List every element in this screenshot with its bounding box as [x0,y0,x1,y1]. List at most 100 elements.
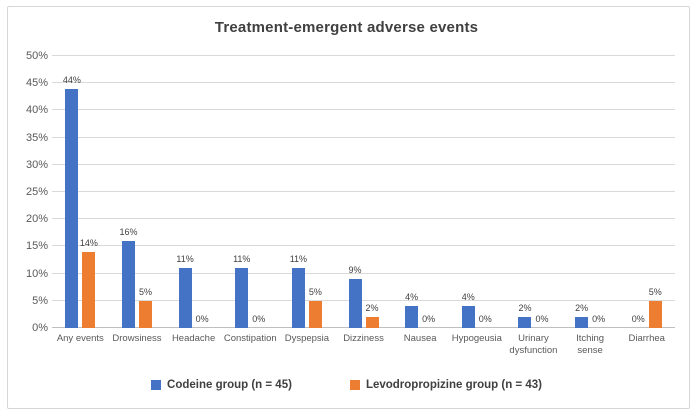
bar-cell: 0% [592,56,605,328]
bar-cell: 5% [648,56,662,328]
bar-cell: 5% [308,56,322,328]
legend-item: Levodropropizine group (n = 43) [349,378,542,391]
bar-group: 11% 0% [165,56,222,328]
bar-group: 0% 5% [618,56,675,328]
data-label: 11% [176,254,194,265]
gridline [52,272,675,274]
bar-cell: 0% [422,56,435,328]
bar [82,251,96,328]
data-label: 2% [575,303,589,314]
data-label: 5% [648,286,662,297]
bar [291,268,305,328]
category-label: Headache [171,333,216,344]
gridline [52,245,675,247]
data-label: 0% [592,314,606,325]
y-tick-label: 20% [25,213,48,226]
bar [405,306,419,328]
bar-group: 11% 0% [222,56,279,328]
category-label: Dyspepsia [284,333,330,344]
category-label: Hypogeusia [451,333,502,344]
bar-cell: 4% [405,56,418,328]
data-label: 16% [119,227,138,238]
x-axis-labels: Any events Drowsiness Headache Constipation… [52,333,675,357]
bar-group: 16% 5% [109,56,166,328]
bar-group: 4% 0% [448,56,505,328]
data-label: 9% [348,265,362,276]
bar-cell: 0% [632,56,645,328]
data-label: 0% [195,314,209,325]
bar-cell: 9% [348,56,362,328]
category-label: Urinary dysfunction [509,333,558,356]
gridline [52,109,675,111]
bar-group: 2% 0% [562,56,619,328]
legend-label: Levodropropizine group (n = 43) [365,378,542,391]
bar-cell: 0% [535,56,548,328]
y-tick-label: 5% [32,294,48,307]
bar-cell: 11% [233,56,251,328]
data-label: 14% [79,237,98,248]
bar-cell: 4% [461,56,475,328]
data-label: 0% [252,314,266,325]
bar-group: 11% 5% [279,56,336,328]
bar-cell: 0% [196,56,209,328]
data-label: 5% [138,286,152,297]
y-tick-label: 50% [25,50,48,62]
bar [648,300,662,328]
category-label: Constipation [223,333,277,344]
category-label: Dizziness [343,333,384,344]
bar [235,268,249,328]
data-label: 2% [365,303,379,314]
gridline [52,136,675,138]
bar-cell: 44% [62,56,81,328]
bar-cell: 11% [176,56,194,328]
y-tick-label: 0% [32,322,48,334]
bar-cell: 2% [365,56,379,328]
y-tick-label: 35% [25,131,48,144]
bar [518,317,532,328]
plot-column: 44% 14% 16% 5% 11% 0% 11% 0% 11% 5% 9% 2% 4% 0% 4% 0% 2%… [52,55,675,357]
chart-title: Treatment-emergent adverse events [214,19,479,36]
bar-cell: 0% [479,56,492,328]
bar-group: 44% 14% [52,56,109,328]
bar [138,300,152,328]
y-tick-label: 30% [25,158,48,171]
bar [461,306,475,328]
chart-body: 0% 5% 10% 15% 20% 25% 30% 35% 40% 45% 50% 44% 14% 16… [18,50,675,357]
y-tick-label: 40% [25,104,48,117]
data-label: 0% [535,314,549,325]
bar-cell: 2% [518,56,531,328]
plot-area: 44% 14% 16% 5% 11% 0% 11% 0% 11% 5% 9% 2% 4% 0% 4% 0% 2%… [52,55,675,328]
y-axis: 0% 5% 10% 15% 20% 25% 30% 35% 40% 45% 50% [18,50,52,334]
y-tick-label: 15% [25,240,48,253]
gridline [52,55,675,56]
data-label: 2% [518,303,532,314]
bar [308,300,322,328]
bar-cell: 0% [252,56,265,328]
bar-cell: 5% [138,56,152,328]
data-label: 5% [308,286,322,297]
bar-group: 2% 0% [505,56,562,328]
bar [365,317,379,328]
category-label: Nausea [403,333,437,344]
data-label: 0% [422,314,436,325]
bar [65,88,79,328]
bar-cell: 14% [79,56,98,328]
data-label: 11% [233,254,251,265]
bar-group: 4% 0% [392,56,449,328]
bar-cell: 16% [119,56,138,328]
x-axis-line [52,327,675,328]
data-label: 11% [289,254,308,265]
data-label: 0% [478,314,492,325]
y-tick-label: 25% [25,186,48,198]
data-label: 44% [62,74,81,85]
data-label: 4% [405,292,419,303]
legend: Codeine group (n = 45) Levodropropizine g… [18,379,675,391]
bar [121,240,135,328]
y-tick-label: 45% [25,77,48,90]
gridline [52,163,675,165]
bar-cell: 2% [575,56,588,328]
gridline [52,218,675,220]
chart-frame: Treatment-emergent adverse events 0% 5% 10… [7,6,690,409]
bar [348,279,362,328]
